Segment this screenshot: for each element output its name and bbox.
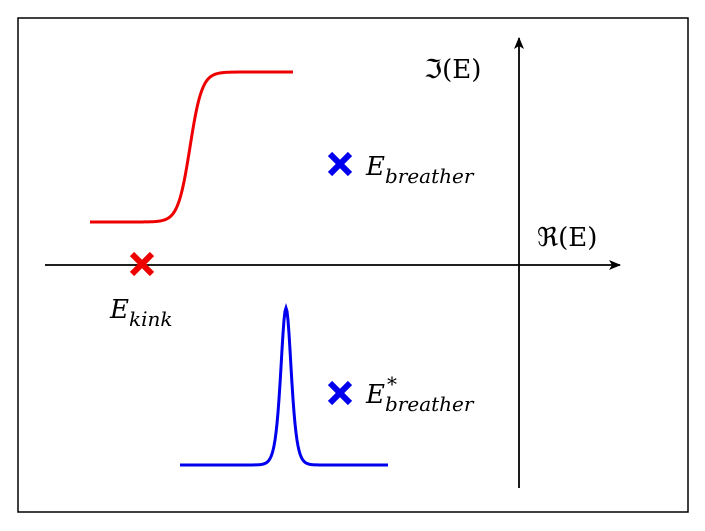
breather-marker — [327, 151, 353, 177]
subscript: breather — [385, 392, 475, 416]
breather-conjugate-label: E * breather — [365, 372, 475, 416]
symbol: E — [109, 295, 129, 325]
symbol: E — [365, 152, 385, 182]
breather-conjugate-marker — [327, 380, 353, 406]
imaginary-axis-label: ℑ(E) — [424, 55, 481, 85]
subscript: kink — [129, 307, 173, 331]
subscript: breather — [385, 164, 475, 188]
breather-label: Ebreather — [365, 152, 475, 188]
kink-profile — [90, 70, 293, 224]
real-axis-label: ℜ(E) — [537, 223, 597, 253]
superscript: * — [387, 372, 397, 396]
kink-marker — [129, 251, 155, 277]
kink-label: Ekink — [109, 295, 173, 331]
symbol: E — [365, 380, 385, 410]
breather-profile — [180, 303, 388, 467]
